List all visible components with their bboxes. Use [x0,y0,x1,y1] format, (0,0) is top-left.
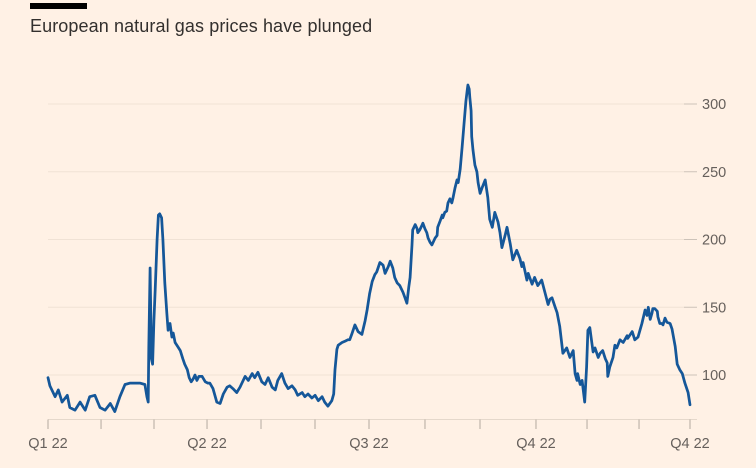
x-axis-tick-label: Q2 22 [187,436,227,452]
x-axis-tick-label: Q4 22 [516,436,556,452]
x-axis-tick-label: Q3 22 [349,436,389,452]
chart-title: European natural gas prices have plunged [30,16,373,36]
x-axis-tick-label: Q4 22 [670,436,710,452]
price-line-series [46,83,692,413]
y-axis-tick-label: 100 [702,368,726,384]
y-axis-tick-label: 200 [702,233,726,249]
y-axis-tick-label: 150 [702,300,726,316]
y-axis-tick-label: 300 [702,97,726,113]
title-accent-bar [30,3,87,9]
y-axis-tick-label: 250 [702,165,726,181]
x-axis-tick-label: Q1 22 [28,436,68,452]
